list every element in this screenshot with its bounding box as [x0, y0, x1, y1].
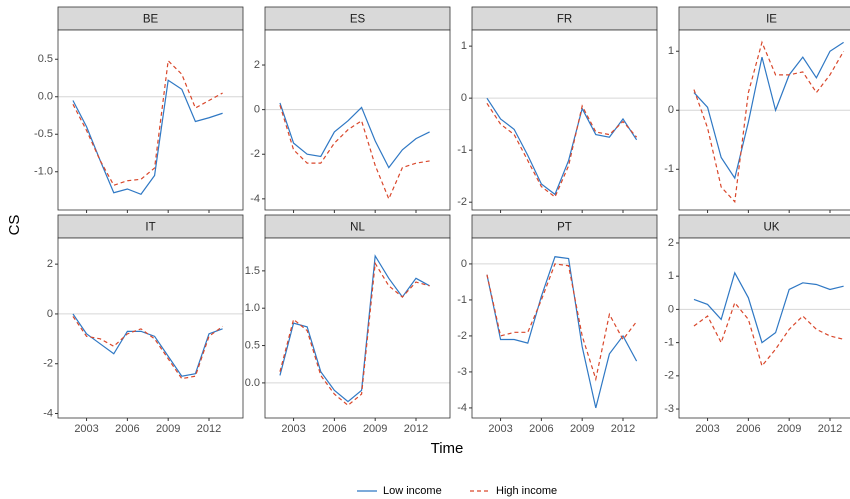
panel-border [264, 29, 451, 211]
series-line [279, 102, 430, 169]
panel-border [57, 29, 244, 211]
series-line [486, 103, 638, 198]
series-line [486, 97, 638, 196]
x-tick-label: 2003 [281, 423, 305, 435]
panel [472, 238, 657, 418]
panel-border [678, 237, 850, 419]
series-line [486, 263, 638, 382]
panel-border [678, 29, 850, 211]
y-tick-label: -2 [43, 358, 53, 370]
x-tick-label: 2003 [695, 423, 719, 435]
x-tick-label: 2009 [363, 423, 387, 435]
panel-border [264, 237, 451, 419]
panel-border [471, 237, 658, 419]
x-tick-label: 2009 [156, 423, 180, 435]
y-tick-label: 1 [461, 40, 467, 52]
x-tick-label: 2003 [74, 423, 98, 435]
panel [265, 238, 450, 418]
y-tick-label: 0.0 [38, 91, 53, 103]
legend-label: Low income [383, 485, 442, 497]
series-line [693, 271, 844, 344]
y-tick-label: 0 [254, 104, 260, 116]
panel [679, 30, 850, 210]
panel [472, 30, 657, 210]
panel-title: NL [350, 222, 365, 234]
y-tick-label: 1 [668, 45, 674, 57]
panel [265, 30, 450, 210]
y-tick-label: -2 [250, 148, 260, 160]
y-tick-label: -3 [664, 403, 674, 415]
y-tick-label: 2 [254, 59, 260, 71]
x-tick-label: 2012 [818, 423, 842, 435]
y-tick-label: -2 [457, 330, 467, 342]
panel-border [471, 29, 658, 211]
panel-title: PT [557, 222, 572, 234]
series-line [693, 41, 844, 180]
series-line [693, 40, 845, 204]
series-line [72, 316, 223, 380]
x-tick-label: 2012 [197, 423, 221, 435]
series-line [693, 301, 844, 368]
y-tick-label: -3 [457, 366, 467, 378]
panel-title: IE [766, 14, 777, 26]
strip [678, 6, 850, 31]
y-tick-label: -1 [457, 294, 467, 306]
y-tick-label: 0.5 [38, 53, 53, 65]
series-line [486, 256, 638, 409]
y-tick-label: 1.5 [245, 265, 260, 277]
panel-title: FR [557, 14, 572, 26]
y-axis-label: CS [6, 215, 23, 236]
y-tick-label: -4 [250, 193, 260, 205]
y-tick-label: 2 [47, 258, 53, 270]
legend-label: High income [496, 485, 557, 497]
panel [58, 238, 243, 418]
y-tick-label: -1 [664, 337, 674, 349]
y-tick-label: -1 [457, 144, 467, 156]
x-tick-label: 2012 [404, 423, 428, 435]
y-tick-label: 0 [461, 92, 467, 104]
y-tick-label: -2 [664, 370, 674, 382]
x-axis-label: Time [431, 440, 464, 457]
y-tick-label: -4 [43, 407, 53, 419]
series-line [72, 59, 223, 186]
y-tick-label: 2 [668, 237, 674, 249]
y-tick-label: 0.0 [245, 377, 260, 389]
y-tick-label: 0 [668, 104, 674, 116]
panel-title: IT [145, 222, 155, 234]
series-line [279, 254, 430, 403]
x-tick-label: 2009 [570, 423, 594, 435]
y-tick-label: -1.0 [34, 166, 53, 178]
series-line [279, 261, 430, 407]
x-tick-label: 2003 [488, 423, 512, 435]
panel-title: ES [350, 14, 366, 26]
x-tick-label: 2006 [322, 423, 346, 435]
y-tick-label: 0 [47, 308, 53, 320]
y-tick-label: -2 [457, 196, 467, 208]
panel-title: UK [764, 222, 780, 234]
y-tick-label: -0.5 [34, 128, 53, 140]
x-tick-label: 2006 [529, 423, 553, 435]
x-tick-label: 2012 [611, 423, 635, 435]
y-tick-label: 1 [668, 270, 674, 282]
y-tick-label: 0.5 [245, 339, 260, 351]
y-tick-label: -1 [664, 163, 674, 175]
y-tick-label: -4 [457, 402, 467, 414]
y-tick-label: 0 [668, 303, 674, 315]
panel-title: BE [143, 14, 159, 26]
panel [58, 30, 243, 210]
x-tick-label: 2006 [736, 423, 760, 435]
x-tick-label: 2006 [115, 423, 139, 435]
x-tick-label: 2009 [777, 423, 801, 435]
y-tick-label: 0 [461, 258, 467, 270]
panel-border [57, 237, 244, 419]
y-tick-label: 1.0 [245, 302, 260, 314]
panel [679, 238, 850, 418]
